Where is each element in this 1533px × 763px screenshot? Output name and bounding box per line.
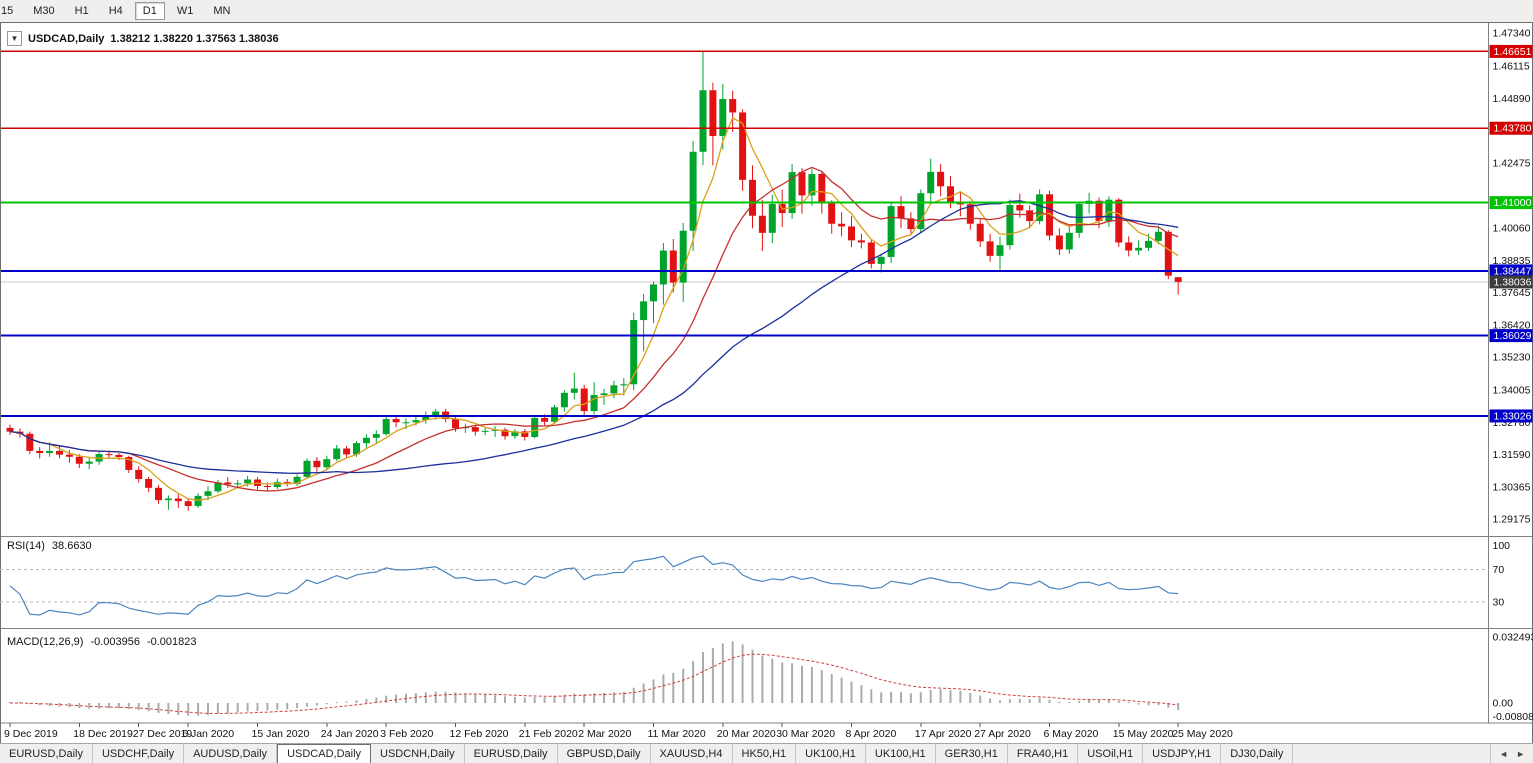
horizontal-levels [0, 50, 1489, 417]
date-tick-label: 15 Jan 2020 [252, 728, 310, 740]
timeframe-button-w1[interactable]: W1 [176, 5, 194, 17]
ma-5-line [9, 116, 1179, 501]
timeframe-button-15[interactable]: 15 [1, 5, 14, 17]
date-tick-label: 20 Mar 2020 [717, 728, 776, 740]
symbol-tab-usdjpy-h1[interactable]: USDJPY,H1 [1143, 744, 1222, 763]
macd-axis-label: 0.032493 [1493, 632, 1533, 644]
symbol-tab-gbpusd-daily[interactable]: GBPUSD,Daily [558, 744, 651, 763]
symbol-tab-usoil-h1[interactable]: USOil,H1 [1078, 744, 1144, 763]
rsi-label: RSI(14) [7, 540, 45, 552]
price-tick-label: 1.42475 [1493, 158, 1531, 170]
date-tick-label: 2 Mar 2020 [578, 728, 631, 740]
price-tick-label: 1.40060 [1493, 222, 1531, 234]
rsi-axis-label: 100 [1493, 540, 1511, 552]
ma-34-line [9, 200, 1179, 474]
level-price-label: 1.38447 [1494, 265, 1532, 277]
date-tick-label: 3 Feb 2020 [380, 728, 433, 740]
timeframe-toolbar: 15 M30 H1 H4 D1 W1 MN [0, 0, 1533, 23]
date-tick-label: 17 Apr 2020 [915, 728, 972, 740]
chart-background [0, 22, 1533, 744]
chart-title: ▼ USDCAD,Daily 1.38212 1.38220 1.37563 1… [7, 31, 279, 46]
tab-scroll-left-icon[interactable]: ◄ [1499, 748, 1509, 759]
date-tick-label: 8 Apr 2020 [846, 728, 897, 740]
level-price-label: 1.36029 [1494, 330, 1532, 342]
symbol-tab-usdcnh-daily[interactable]: USDCNH,Daily [371, 744, 465, 763]
rsi-axis-label: 30 [1493, 596, 1505, 608]
symbol-tab-hk50-h1[interactable]: HK50,H1 [733, 744, 797, 763]
date-tick-label: 6 May 2020 [1044, 728, 1099, 740]
ohlc-values: 1.38212 1.38220 1.37563 1.38036 [110, 32, 279, 45]
price-tick-label: 1.34005 [1493, 384, 1531, 396]
chart-canvas[interactable]: 1.47340 1.46115 1.44890 1.42475 1.40060 1.388… [0, 22, 1533, 744]
tab-bar-spacer [1293, 744, 1490, 763]
rsi-pane: 100 70 30 [0, 540, 1511, 616]
macd-signal-value: -0.001823 [146, 636, 197, 648]
date-tick-label: 21 Feb 2020 [519, 728, 578, 740]
macd-label: MACD(12,26,9) [7, 636, 84, 648]
rsi-value: 38.6630 [51, 540, 92, 552]
price-tick-label: 1.44890 [1493, 93, 1531, 105]
timeframe-button-h1[interactable]: H1 [74, 5, 89, 17]
symbol-tab-uk100-h1[interactable]: UK100,H1 [866, 744, 936, 763]
macd-pane: 0.032493 0.00-0.008086 [9, 632, 1533, 723]
symbol-timeframe-label: USDCAD,Daily [28, 32, 105, 45]
level-price-label: 1.33026 [1494, 410, 1532, 422]
macd-axis-label: -0.008086 [1493, 711, 1533, 723]
price-tick-label: 1.46115 [1493, 60, 1530, 72]
symbol-tab-audusd-daily[interactable]: AUDUSD,Daily [184, 744, 278, 763]
moving-average-lines [9, 116, 1179, 501]
date-tick-label: 12 Feb 2020 [450, 728, 509, 740]
macd-signal-line [10, 653, 1179, 715]
level-price-label: 1.43780 [1494, 123, 1532, 135]
price-tick-label: 1.36420 [1493, 320, 1531, 332]
price-tick-label: 1.47340 [1493, 27, 1531, 39]
timeframe-button-mn[interactable]: MN [213, 5, 231, 17]
symbol-tab-uk100-h1[interactable]: UK100,H1 [796, 744, 866, 763]
date-tick-label: 24 Jan 2020 [321, 728, 379, 740]
price-tick-label: 1.31590 [1493, 449, 1531, 461]
price-tick-label: 1.29175 [1493, 513, 1531, 525]
price-tick-label: 1.35230 [1493, 351, 1531, 363]
timeframe-button-m30[interactable]: M30 [33, 5, 55, 17]
symbol-tab-bar: EURUSD,Daily USDCHF,Daily AUDUSD,Daily USDC… [0, 743, 1533, 763]
tab-scroll-controls: ◄ ► [1490, 744, 1533, 763]
tab-scroll-right-icon[interactable]: ► [1516, 748, 1525, 759]
price-tick-label: 1.30365 [1493, 482, 1531, 494]
macd-axis-label: 0.00 [1493, 698, 1514, 710]
date-tick-label: 9 Dec 2019 [4, 728, 58, 740]
rsi-pane-title: RSI(14) 38.6630 [7, 540, 92, 552]
date-tick-label: 30 Mar 2020 [776, 728, 835, 740]
current-price-label: 1.38036 [1494, 276, 1532, 288]
chart-dropdown-icon[interactable]: ▼ [7, 31, 22, 46]
rsi-axis-label: 70 [1493, 564, 1505, 576]
price-tick-label: 1.38835 [1493, 255, 1531, 267]
symbol-tab-ger30-h1[interactable]: GER30,H1 [936, 744, 1008, 763]
ma-13-line [9, 166, 1179, 492]
level-price-label: 1.41000 [1494, 197, 1532, 209]
date-tick-label: 27 Dec 2019 [133, 728, 193, 740]
date-tick-label: 25 May 2020 [1172, 728, 1233, 740]
price-tick-label: 1.37645 [1493, 287, 1531, 299]
symbol-tab-eurusd-daily[interactable]: EURUSD,Daily [465, 744, 558, 763]
symbol-tab-xauusd-h4[interactable]: XAUUSD,H4 [651, 744, 733, 763]
symbol-tab-dj30-daily[interactable]: DJ30,Daily [1221, 744, 1294, 763]
symbol-tab-fra40-h1[interactable]: FRA40,H1 [1008, 744, 1079, 763]
date-tick-label: 6 Jan 2020 [182, 728, 234, 740]
symbol-tab-usdchf-daily[interactable]: USDCHF,Daily [93, 744, 185, 763]
date-tick-label: 15 May 2020 [1113, 728, 1174, 740]
date-tick-label: 27 Apr 2020 [974, 728, 1031, 740]
timeframe-button-d1[interactable]: D1 [134, 2, 165, 20]
date-tick-label: 18 Dec 2019 [73, 728, 133, 740]
macd-pane-title: MACD(12,26,9) -0.003956 -0.001823 [7, 636, 197, 648]
macd-value: -0.003956 [90, 636, 140, 648]
symbol-tab-eurusd-daily[interactable]: EURUSD,Daily [0, 744, 93, 763]
symbol-tab-usdcad-daily[interactable]: USDCAD,Daily [277, 744, 372, 763]
level-price-label: 1.46651 [1494, 46, 1532, 58]
price-axis[interactable]: 1.47340 1.46115 1.44890 1.42475 1.40060 1.388… [1489, 27, 1533, 525]
rsi-line [9, 555, 1179, 616]
timeframe-button-h4[interactable]: H4 [108, 5, 123, 17]
date-tick-label: 11 Mar 2020 [648, 728, 706, 740]
